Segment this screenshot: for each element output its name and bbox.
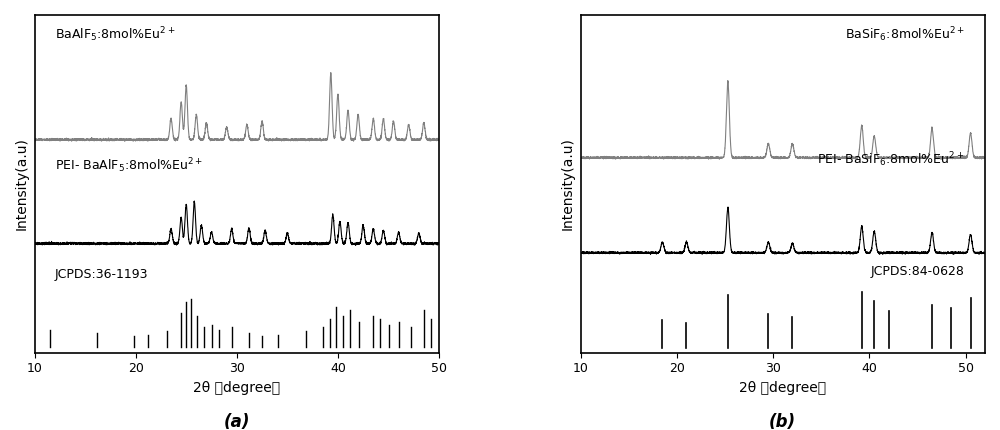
Text: JCPDS:36-1193: JCPDS:36-1193 <box>55 268 148 281</box>
Text: (b): (b) <box>769 413 796 430</box>
Text: BaSiF$_6$:8mol%Eu$^{2+}$: BaSiF$_6$:8mol%Eu$^{2+}$ <box>845 25 965 44</box>
X-axis label: 2θ （degree）: 2θ （degree） <box>739 381 826 395</box>
Text: BaAlF$_5$:8mol%Eu$^{2+}$: BaAlF$_5$:8mol%Eu$^{2+}$ <box>55 25 175 44</box>
Y-axis label: Intensity(a.u): Intensity(a.u) <box>561 137 575 230</box>
Text: PEI- BaSiF$_6$:8mol%Eu$^{2+}$: PEI- BaSiF$_6$:8mol%Eu$^{2+}$ <box>817 150 965 169</box>
Y-axis label: Intensity(a.u): Intensity(a.u) <box>15 137 29 230</box>
Text: (a): (a) <box>224 413 250 430</box>
Text: PEI- BaAlF$_5$:8mol%Eu$^{2+}$: PEI- BaAlF$_5$:8mol%Eu$^{2+}$ <box>55 157 203 175</box>
Text: JCPDS:84-0628: JCPDS:84-0628 <box>871 265 965 278</box>
X-axis label: 2θ （degree）: 2θ （degree） <box>193 381 280 395</box>
